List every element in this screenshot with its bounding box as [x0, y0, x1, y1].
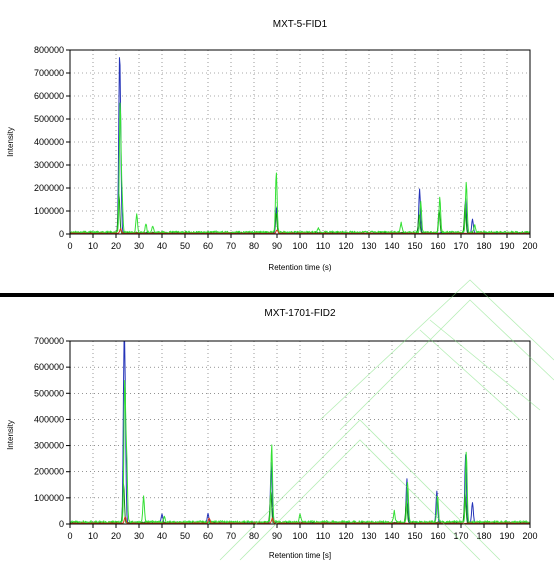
x-tick-label: 170	[453, 241, 468, 251]
x-tick-label: 70	[226, 531, 236, 541]
chart-panel-fid1: MXT-5-FID1 Intensity Retention time (s) …	[6, 19, 538, 272]
y-tick-label: 0	[59, 519, 64, 529]
x-tick-label: 200	[522, 241, 537, 251]
x-tick-label: 180	[476, 531, 491, 541]
x-tick-label: 140	[384, 241, 399, 251]
x-tick-label: 150	[407, 531, 422, 541]
x-tick-label: 10	[88, 531, 98, 541]
x-tick-label: 160	[430, 241, 445, 251]
y-tick-label: 200000	[34, 183, 64, 193]
y-tick-label: 600000	[34, 91, 64, 101]
y-tick-label: 500000	[34, 114, 64, 124]
x-tick-label: 60	[203, 241, 213, 251]
x-tick-label: 150	[407, 241, 422, 251]
x-tick-label: 130	[361, 531, 376, 541]
x-tick-label: 40	[157, 241, 167, 251]
y-tick-label: 700000	[34, 68, 64, 78]
y-tick-label: 400000	[34, 137, 64, 147]
y-tick-label: 500000	[34, 388, 64, 398]
series-line-2	[69, 193, 531, 235]
series-line-4	[69, 228, 531, 235]
x-tick-label: 90	[272, 531, 282, 541]
x-tick-label: 100	[292, 531, 307, 541]
y-tick-label: 200000	[34, 467, 64, 477]
x-tick-label: 50	[180, 241, 190, 251]
chart-panel-fid2: MXT-1701-FID2 Intensity Retention time […	[6, 308, 538, 560]
x-tick-label: 30	[134, 241, 144, 251]
y-axis-label: Intensity	[6, 127, 15, 157]
x-axis-label: Retention time (s)	[268, 263, 331, 272]
y-tick-label: 300000	[34, 441, 64, 451]
y-axis-label: Intensity	[6, 420, 15, 450]
x-tick-label: 130	[361, 241, 376, 251]
y-tick-label: 600000	[34, 362, 64, 372]
x-tick-label: 110	[316, 241, 330, 251]
x-tick-label: 30	[134, 531, 144, 541]
x-tick-label: 0	[67, 531, 72, 541]
x-tick-label: 200	[522, 531, 537, 541]
x-tick-label: 80	[249, 241, 259, 251]
x-tick-label: 160	[430, 531, 445, 541]
x-tick-label: 70	[226, 241, 236, 251]
series-line-3	[69, 102, 531, 234]
series-line-1	[69, 340, 531, 525]
plot-frame	[69, 340, 531, 525]
chart-title: MXT-1701-FID2	[264, 308, 336, 319]
y-tick-label: 0	[59, 229, 64, 239]
watermark-graphic	[219, 279, 554, 561]
x-tick-label: 140	[384, 531, 399, 541]
chart-title: MXT-5-FID1	[273, 19, 328, 30]
y-tick-label: 400000	[34, 414, 64, 424]
x-tick-label: 20	[111, 531, 121, 541]
y-tick-label: 100000	[34, 493, 64, 503]
series-line-3	[69, 380, 531, 524]
x-tick-label: 110	[316, 531, 330, 541]
x-tick-label: 170	[453, 531, 468, 541]
series-line-1	[69, 57, 531, 235]
x-tick-label: 100	[292, 241, 307, 251]
x-tick-label: 120	[338, 531, 353, 541]
y-tick-label: 700000	[34, 336, 64, 346]
x-tick-label: 120	[338, 241, 353, 251]
x-tick-label: 10	[88, 241, 98, 251]
x-tick-label: 60	[203, 531, 213, 541]
x-tick-label: 0	[67, 241, 72, 251]
x-tick-label: 90	[272, 241, 282, 251]
y-tick-label: 300000	[34, 160, 64, 170]
x-tick-label: 190	[499, 531, 514, 541]
x-tick-label: 50	[180, 531, 190, 541]
x-axis-label: Retention time [s]	[269, 551, 331, 560]
y-tick-label: 100000	[34, 206, 64, 216]
x-tick-label: 80	[249, 531, 259, 541]
series-line-4	[69, 516, 531, 525]
x-tick-label: 190	[499, 241, 514, 251]
x-tick-label: 40	[157, 531, 167, 541]
y-tick-label: 800000	[34, 45, 64, 55]
x-tick-label: 20	[111, 241, 121, 251]
x-tick-label: 180	[476, 241, 491, 251]
